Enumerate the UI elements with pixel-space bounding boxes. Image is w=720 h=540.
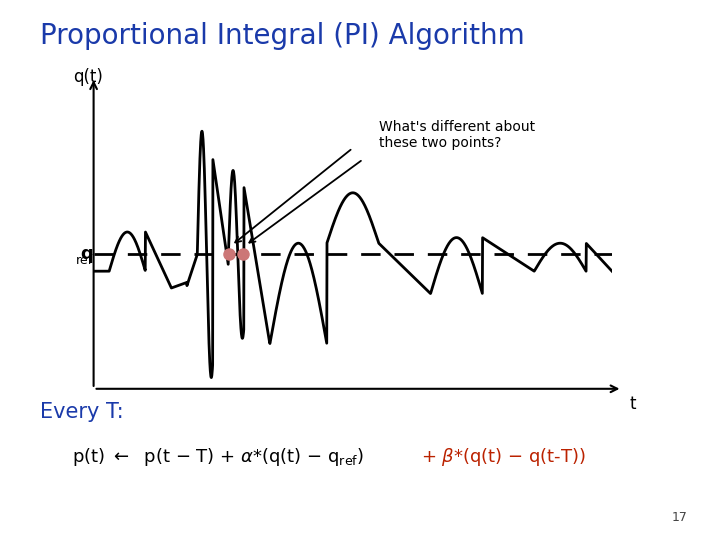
Text: p(t) $\leftarrow$  p(t $-$ T) + $\alpha$*(q(t) $-$ q$_\mathregular{ref}$): p(t) $\leftarrow$ p(t $-$ T) + $\alpha$*… (72, 446, 372, 468)
Text: Every T:: Every T: (40, 402, 123, 422)
Text: 17: 17 (672, 511, 688, 524)
Text: q: q (80, 245, 93, 264)
Text: q(t): q(t) (73, 69, 103, 86)
Text: Proportional Integral (PI) Algorithm: Proportional Integral (PI) Algorithm (40, 22, 524, 50)
Text: t: t (629, 395, 636, 413)
Text: What's different about
these two points?: What's different about these two points? (379, 120, 535, 150)
Text: + $\beta$*(q(t) $-$ q(t-T)): + $\beta$*(q(t) $-$ q(t-T)) (421, 446, 586, 468)
Text: ref: ref (76, 254, 93, 267)
